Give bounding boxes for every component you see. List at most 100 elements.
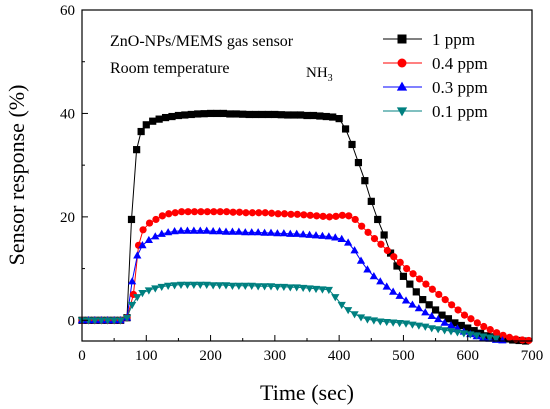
- data-point-0-4-ppm: [248, 209, 256, 217]
- data-point-0-1-ppm: [133, 294, 142, 302]
- data-point-1-ppm: [155, 115, 163, 123]
- data-point-0-4-ppm: [190, 208, 199, 216]
- x-tick-label: 700: [521, 348, 544, 364]
- data-point-0-1-ppm: [363, 316, 372, 324]
- data-point-0-4-ppm: [171, 209, 179, 217]
- data-point-0-4-ppm: [242, 209, 250, 217]
- data-point-0-1-ppm: [446, 328, 456, 336]
- data-point-0-3-ppm: [350, 246, 359, 254]
- legend-label-1-ppm: 1 ppm: [432, 30, 475, 49]
- data-point-0-3-ppm: [408, 300, 417, 308]
- data-point-1-ppm: [127, 215, 136, 224]
- data-point-0-4-ppm: [178, 208, 186, 216]
- data-point-0-1-ppm: [266, 283, 276, 291]
- data-point-0-3-ppm: [215, 227, 224, 235]
- data-point-0-1-ppm: [273, 283, 282, 292]
- data-point-0-4-ppm: [287, 210, 295, 218]
- x-axis-label: Time (sec): [260, 380, 354, 405]
- data-point-1-ppm: [348, 140, 356, 149]
- data-point-0-4-ppm: [255, 209, 263, 217]
- data-point-0-1-ppm: [144, 287, 153, 295]
- data-point-0-1-ppm: [228, 282, 237, 290]
- x-tick-label: 100: [135, 348, 158, 364]
- plot-lines: [82, 112, 529, 342]
- x-tick-label: 0: [78, 348, 86, 364]
- data-point-1-ppm: [425, 301, 433, 309]
- data-point-0-4-ppm: [274, 210, 282, 218]
- data-point-0-4-ppm: [422, 280, 430, 288]
- data-point-1-ppm: [271, 110, 279, 119]
- data-point-0-4-ppm: [152, 215, 160, 224]
- data-point-0-4-ppm: [319, 212, 327, 220]
- data-point-0-1-ppm: [215, 282, 224, 290]
- data-point-0-3-ppm: [196, 226, 205, 234]
- annotation-temperature: Room temperature: [110, 60, 230, 77]
- data-point-1-ppm: [284, 111, 292, 119]
- data-point-1-ppm: [226, 110, 234, 118]
- data-point-0-1-ppm: [196, 281, 205, 289]
- data-point-1-ppm: [476, 329, 485, 337]
- data-point-0-3-ppm: [164, 228, 173, 236]
- data-point-0-3-ppm: [356, 256, 366, 264]
- y-tick-label: 40: [60, 106, 75, 122]
- data-point-0-1-ppm: [157, 283, 166, 292]
- legend-label-0-3-ppm: 0.3 ppm: [432, 78, 488, 97]
- legend-label-0-4-ppm: 0.4 ppm: [432, 54, 488, 73]
- data-point-1-ppm: [232, 110, 240, 118]
- data-point-1-ppm: [219, 109, 228, 118]
- x-tick-label: 500: [392, 348, 415, 364]
- data-point-0-3-ppm: [421, 308, 430, 316]
- data-point-1-ppm: [341, 125, 350, 133]
- data-point-0-1-ppm: [110, 317, 119, 325]
- data-point-0-4-ppm: [364, 228, 372, 236]
- legend: 1 ppm 0.4 ppm 0.3 ppm 0.1 ppm: [383, 30, 488, 121]
- data-point-0-1-ppm: [331, 294, 340, 302]
- data-point-0-4-ppm: [325, 213, 334, 221]
- data-point-1-ppm: [470, 327, 478, 335]
- data-point-1-ppm: [374, 215, 382, 224]
- data-point-0-1-ppm: [103, 317, 112, 325]
- data-point-0-4-ppm: [428, 285, 436, 293]
- data-point-0-4-ppm: [313, 212, 321, 220]
- data-point-0-3-ppm: [292, 229, 301, 237]
- data-point-0-3-ppm: [331, 233, 340, 241]
- data-point-0-1-ppm: [369, 317, 378, 325]
- data-point-1-ppm: [393, 262, 401, 270]
- data-point-0-3-ppm: [183, 226, 192, 234]
- annotation-gas: NH3: [306, 65, 333, 84]
- data-point-0-4-ppm: [480, 322, 488, 331]
- data-point-0-1-ppm: [376, 318, 385, 326]
- data-point-0-4-ppm: [293, 210, 301, 218]
- data-point-0-1-ppm: [318, 286, 327, 294]
- data-point-0-1-ppm: [382, 318, 391, 327]
- data-point-0-3-ppm: [209, 227, 218, 235]
- data-point-0-1-ppm: [305, 285, 314, 293]
- data-point-0-3-ppm: [176, 226, 186, 234]
- data-point-0-1-ppm: [260, 283, 269, 291]
- data-point-1-ppm: [438, 311, 446, 319]
- data-point-0-4-ppm: [473, 319, 481, 327]
- data-point-0-4-ppm: [300, 211, 308, 219]
- data-point-0-3-ppm: [247, 228, 256, 236]
- data-point-0-4-ppm: [467, 315, 475, 323]
- data-point-0-3-ppm: [151, 232, 160, 240]
- data-point-0-3-ppm: [273, 229, 282, 237]
- data-point-0-1-ppm: [128, 301, 137, 310]
- data-point-0-1-ppm: [116, 317, 125, 325]
- data-point-1-ppm: [406, 280, 414, 288]
- data-point-1-ppm: [200, 110, 208, 118]
- data-point-0-3-ppm: [299, 230, 308, 238]
- data-point-0-1-ppm: [279, 283, 288, 292]
- data-point-0-4-ppm: [460, 311, 469, 319]
- x-tick-label: 300: [264, 348, 287, 364]
- data-point-0-1-ppm: [453, 329, 462, 337]
- data-point-0-3-ppm: [254, 228, 263, 236]
- data-point-0-1-ppm: [459, 330, 468, 338]
- data-point-1-ppm: [181, 111, 189, 119]
- data-point-0-4-ppm: [261, 209, 269, 217]
- data-point-0-4-ppm: [165, 210, 173, 218]
- data-point-0-1-ppm: [176, 281, 186, 289]
- data-point-0-4-ppm: [139, 226, 147, 234]
- data-point-0-3-ppm: [318, 231, 327, 239]
